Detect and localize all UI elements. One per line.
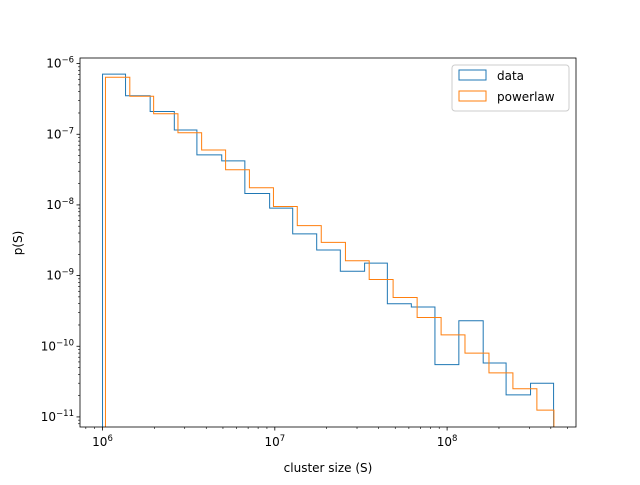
y-axis-label: p(S) <box>11 231 25 256</box>
x-axis-label: cluster size (S) <box>284 461 373 475</box>
legend: data powerlaw <box>451 64 570 112</box>
legend-swatch-data <box>458 69 487 81</box>
y-tick-label: 10−10 <box>41 338 74 353</box>
legend-label-powerlaw: powerlaw <box>497 90 555 104</box>
y-tick-label: 10−6 <box>46 56 74 71</box>
x-axis-ticks: 106 107 108 <box>85 427 568 449</box>
plot-frame <box>79 57 577 428</box>
y-axis-ticks: 10−11 10−10 10−9 10−8 10−7 10−6 <box>41 56 80 425</box>
y-tick-label: 10−7 <box>46 126 74 141</box>
legend-label-data: data <box>497 69 524 83</box>
series-data-step <box>102 73 555 427</box>
x-tick-label: 107 <box>264 434 285 449</box>
legend-frame <box>451 64 570 112</box>
series-powerlaw-step <box>104 76 555 427</box>
x-tick-label: 106 <box>92 434 113 449</box>
series-layer <box>102 73 555 427</box>
y-tick-label: 10−9 <box>46 268 74 283</box>
y-tick-label: 10−11 <box>41 409 74 424</box>
legend-swatch-powerlaw <box>458 90 487 102</box>
y-tick-label: 10−8 <box>46 197 74 212</box>
x-tick-label: 108 <box>437 434 458 449</box>
